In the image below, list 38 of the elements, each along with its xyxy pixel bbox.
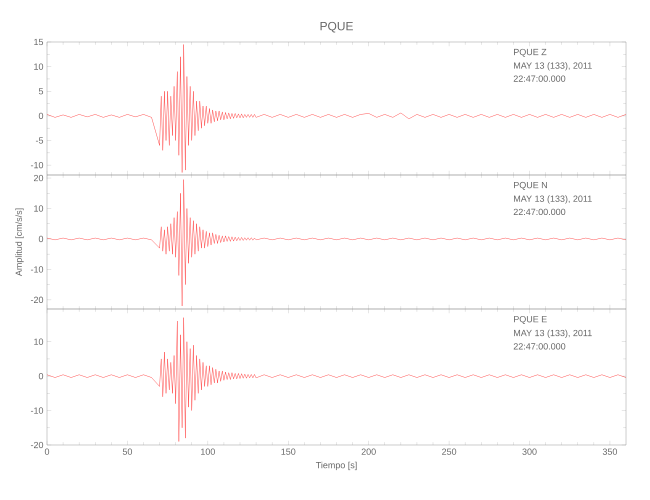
y-tick-label: 0 [38, 372, 44, 380]
annotation: 22:47:00.000 [514, 75, 566, 82]
line-series [47, 179, 626, 306]
x-tick-label: 200 [362, 448, 376, 455]
x-tick-label: 300 [522, 448, 537, 455]
y-tick-label: -20 [30, 442, 44, 448]
y-tick-label: -5 [36, 137, 44, 144]
y-tick-label: 10 [34, 338, 44, 345]
x-tick-label: 50 [122, 448, 132, 455]
x-tick-label: 350 [602, 448, 618, 455]
y-tick-label: -10 [30, 407, 44, 414]
chart-title: PQUE [320, 22, 353, 33]
y-axis-title: Amplitud [cm/s/s] [15, 208, 24, 276]
y-tick-label: 5 [38, 88, 44, 94]
y-tick-label: -10 [30, 266, 44, 273]
y-tick-label: 0 [38, 112, 44, 120]
annotation: PQUE Z [514, 48, 546, 57]
annotation: MAY 13 (133), 2011 [514, 195, 592, 204]
y-tick-label: -10 [30, 162, 44, 168]
annotation: MAY 13 (133), 2011 [514, 62, 592, 70]
x-tick-label: 250 [442, 448, 456, 455]
y-tick-label: 0 [38, 236, 44, 242]
y-tick-label: -20 [30, 296, 44, 304]
annotation: 22:47:00.000 [514, 343, 566, 350]
y-tick-label: 10 [34, 205, 44, 212]
y-tick-label: 10 [34, 63, 44, 70]
x-axis-title: Tiempo [s] [316, 462, 357, 470]
x-tick-label: 150 [281, 448, 296, 455]
x-tick-label: 100 [201, 448, 215, 455]
annotation: PQUE E [514, 316, 547, 324]
line-series [47, 44, 626, 173]
annotation: PQUE N [514, 182, 547, 190]
y-tick-label: 15 [34, 38, 44, 46]
annotation: MAY 13 (133), 2011 [514, 330, 592, 338]
annotation: 22:47:00.000 [514, 208, 566, 216]
x-tick-label: 0 [44, 448, 50, 455]
y-tick-label: 20 [34, 174, 44, 182]
line-series [47, 317, 626, 442]
